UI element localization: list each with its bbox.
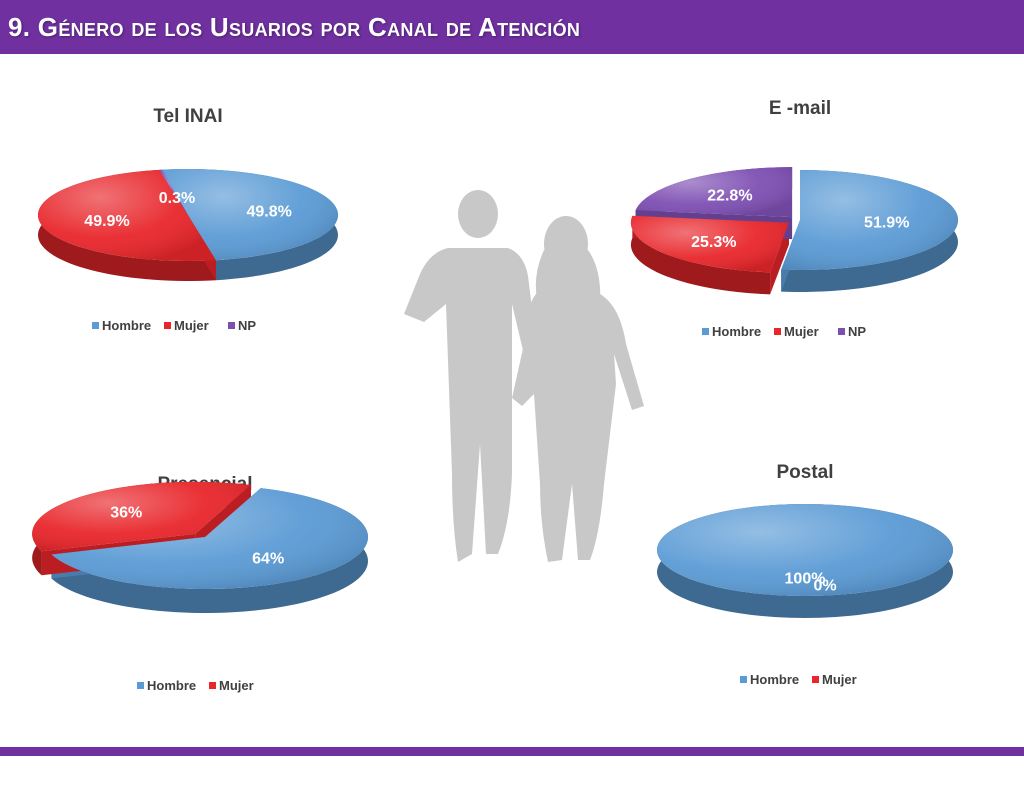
pie-slice-highlight xyxy=(51,488,368,589)
legend-label-hombre: Hombre xyxy=(147,678,196,693)
legend-label-mujer: Mujer xyxy=(784,324,819,339)
pie-slice-highlight xyxy=(37,169,216,262)
pie-chart-4: Postal 100%0% Hombre Mujer xyxy=(657,462,953,687)
legend-swatch-hombre xyxy=(137,682,144,689)
pie-slice-side xyxy=(51,488,368,613)
pie-slice-highlight xyxy=(159,169,188,215)
legend-label-np: NP xyxy=(238,318,256,333)
data-label: 36% xyxy=(110,505,142,522)
chart-title: E -mail xyxy=(769,98,831,119)
legend-swatch-hombre xyxy=(702,328,709,335)
data-label: 0.3% xyxy=(159,190,195,207)
legend-swatch-np xyxy=(228,322,235,329)
pie-slice-highlight xyxy=(630,215,789,273)
pie-slice-highlight xyxy=(635,167,793,218)
legend-label-mujer: Mujer xyxy=(219,678,254,693)
page-title: 9. Género de los Usuarios por Canal de A… xyxy=(8,12,581,42)
footer-bar xyxy=(0,747,1024,756)
legend-label-hombre: Hombre xyxy=(750,672,799,687)
legend-swatch-mujer xyxy=(209,682,216,689)
data-label: 0% xyxy=(813,578,836,595)
pie-slice-highlight xyxy=(781,170,959,270)
data-label: 100% xyxy=(785,571,826,588)
data-label: 22.8% xyxy=(707,188,752,205)
pie-slice-highlight xyxy=(32,481,251,552)
legend-swatch-mujer xyxy=(812,676,819,683)
legend-swatch-hombre xyxy=(740,676,747,683)
chart-title: Postal xyxy=(776,462,833,483)
data-label: 49.9% xyxy=(84,213,129,230)
couple-silhouette-image xyxy=(404,190,644,562)
legend-swatch-hombre xyxy=(92,322,99,329)
pie-slice-highlight xyxy=(657,504,953,596)
legend-label-hombre: Hombre xyxy=(102,318,151,333)
header-bar: 9. Género de los Usuarios por Canal de A… xyxy=(0,0,1024,54)
pie-chart-2: E -mail 51.9% 25.3% 22.8% Hombre Mujer NP xyxy=(630,98,959,339)
legend-label-mujer: Mujer xyxy=(174,318,209,333)
legend-swatch-np xyxy=(838,328,845,335)
legend-label-np: NP xyxy=(848,324,866,339)
legend-label-hombre: Hombre xyxy=(712,324,761,339)
data-label: 25.3% xyxy=(691,234,736,251)
pie-slice-highlight xyxy=(161,168,339,261)
data-label: 49.8% xyxy=(246,203,291,220)
legend-swatch-mujer xyxy=(774,328,781,335)
data-label: 51.9% xyxy=(864,215,909,232)
data-label: 64% xyxy=(252,550,284,567)
chart-title: Tel INAI xyxy=(153,106,222,127)
legend-label-mujer: Mujer xyxy=(822,672,857,687)
pie-chart-1: Tel INAI 49.8% 49.9% 0.3% Hombre Mujer NP xyxy=(37,106,339,333)
legend-swatch-mujer xyxy=(164,322,171,329)
pie-slice-side xyxy=(630,215,771,295)
